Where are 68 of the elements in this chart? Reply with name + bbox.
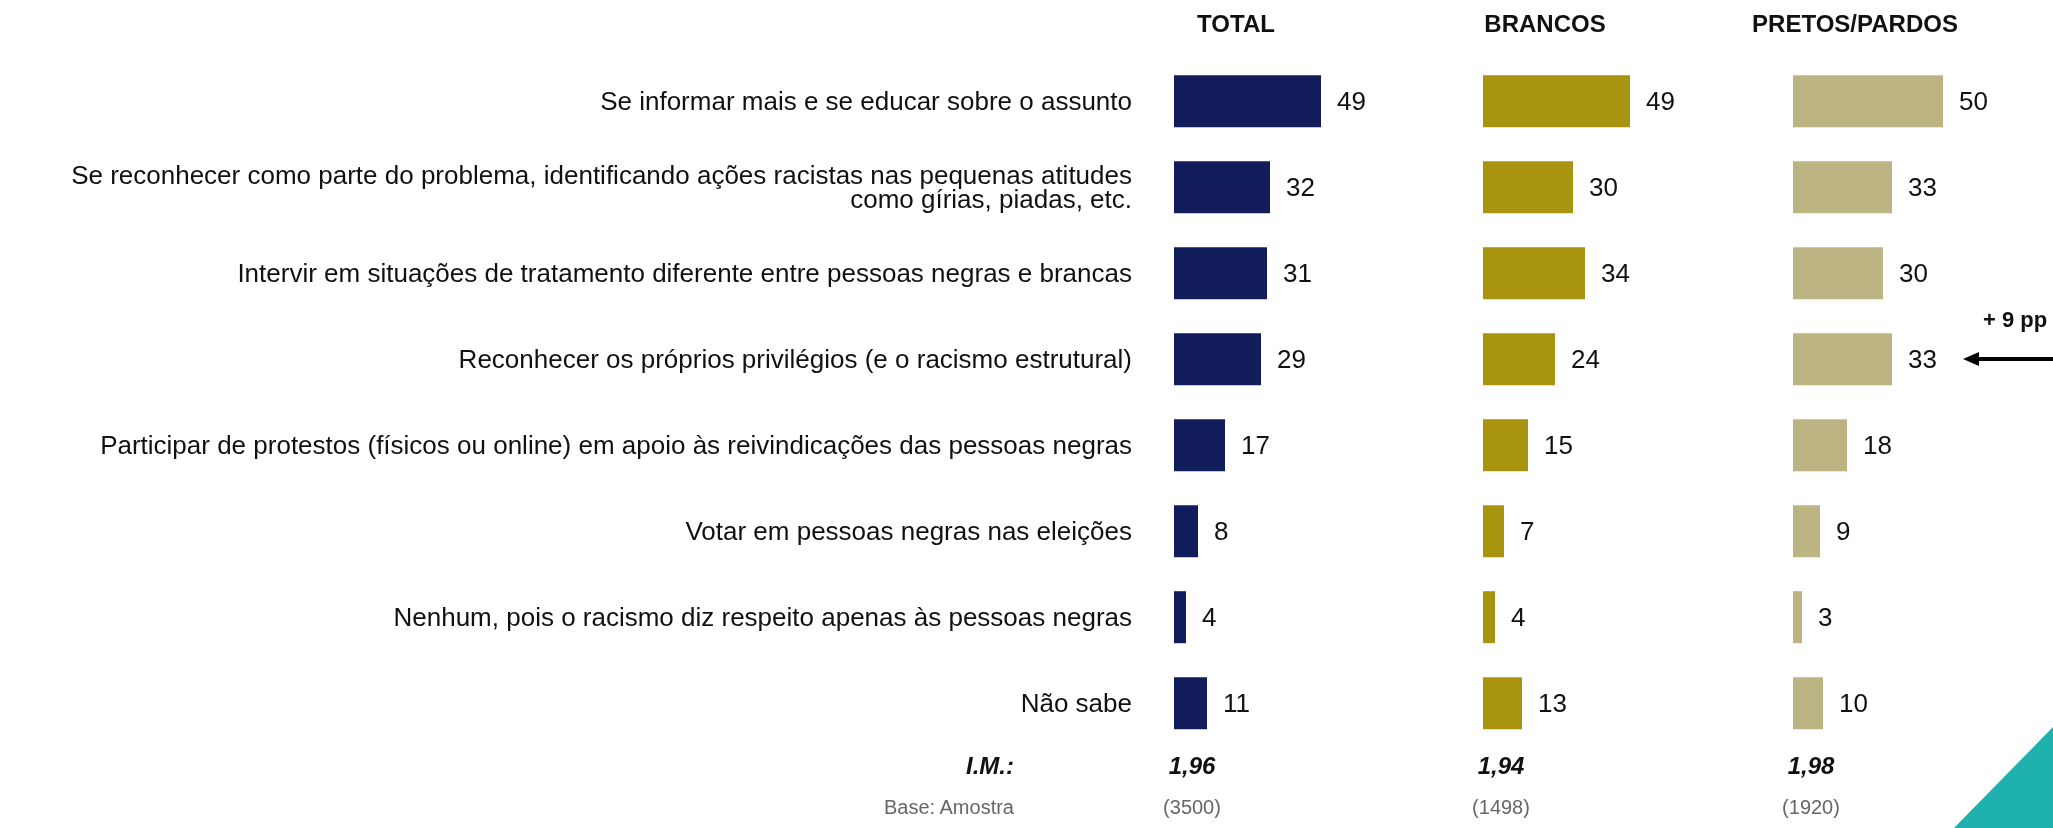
bar	[1483, 161, 1573, 214]
bar	[1793, 677, 1823, 730]
bar	[1483, 505, 1504, 558]
data-label: 15	[1544, 430, 1573, 461]
bar	[1483, 247, 1585, 300]
text: 1,94	[1476, 752, 1526, 780]
bar	[1174, 591, 1186, 644]
bar	[1174, 333, 1261, 386]
chart-title: BRANCOS	[1483, 10, 1607, 38]
bar	[1483, 419, 1528, 472]
bar	[1174, 247, 1267, 300]
data-label: 4	[1202, 602, 1217, 633]
bar	[1793, 161, 1892, 214]
y-tick-label: Se reconhecer como parte do problema, identificando ações racistas nas pequenas atitudes como gírias, piadas, etc.	[71, 159, 1132, 215]
data-label: 33	[1908, 344, 1937, 375]
data-label: 49	[1646, 86, 1675, 117]
data-label: 11	[1223, 688, 1250, 719]
text: 1,96	[1167, 752, 1217, 780]
bar	[1174, 505, 1198, 558]
data-label: 30	[1589, 172, 1618, 203]
text: + 9 pp	[1983, 307, 2048, 333]
y-tick-label: Intervir em situações de tratamento diferente entre pessoas negras e brancas	[237, 258, 1132, 288]
bar	[1483, 333, 1555, 386]
data-label: 17	[1241, 430, 1270, 461]
chart-title: TOTAL	[1196, 10, 1276, 38]
text: I.M.:	[965, 752, 1014, 780]
data-label: 29	[1277, 344, 1306, 375]
data-label: 7	[1520, 516, 1535, 547]
data-label: 10	[1839, 688, 1868, 719]
bar	[1483, 591, 1495, 644]
data-label: 18	[1863, 430, 1892, 461]
text: (3500)	[1162, 796, 1222, 819]
data-label: 24	[1571, 344, 1600, 375]
bar	[1793, 505, 1820, 558]
data-label: 3	[1818, 602, 1833, 633]
bar	[1793, 75, 1943, 128]
data-label: 8	[1214, 516, 1229, 547]
y-tick-label: Votar em pessoas negras nas eleições	[685, 516, 1132, 546]
bar	[1174, 419, 1225, 472]
bar	[1793, 591, 1802, 644]
bar	[1483, 677, 1522, 730]
data-label: 34	[1601, 258, 1630, 289]
bar	[1174, 677, 1207, 730]
bar	[1793, 247, 1883, 300]
y-tick-label: Reconhecer os próprios privilégios (e o racismo estrutural)	[458, 344, 1132, 374]
y-tick-label: Participar de protestos (físicos ou online) em apoio às reivindicações das pessoas negras	[100, 430, 1132, 460]
bar	[1483, 75, 1630, 128]
bar	[1174, 75, 1321, 128]
data-label: 31	[1283, 258, 1312, 289]
data-label: 33	[1908, 172, 1937, 203]
y-tick-label: Se informar mais e se educar sobre o assunto	[600, 86, 1132, 116]
bar	[1793, 333, 1892, 386]
chart-title: PRETOS/PARDOS	[1751, 10, 1959, 38]
data-label: 30	[1899, 258, 1928, 289]
data-label: 13	[1538, 688, 1567, 719]
y-tick-label: Nenhum, pois o racismo diz respeito apenas às pessoas negras	[393, 602, 1132, 632]
data-label: 4	[1511, 602, 1526, 633]
text: (1498)	[1471, 796, 1531, 819]
text: (1920)	[1781, 796, 1841, 819]
y-tick-label: Não sabe	[1020, 688, 1132, 718]
bar	[1793, 419, 1847, 472]
data-label: 32	[1286, 172, 1315, 203]
text: Base: Amostra	[882, 796, 1014, 819]
bar	[1174, 161, 1270, 214]
data-label: 50	[1959, 86, 1988, 117]
data-label: 9	[1836, 516, 1851, 547]
text: 1,98	[1786, 752, 1836, 780]
data-label: 49	[1337, 86, 1366, 117]
